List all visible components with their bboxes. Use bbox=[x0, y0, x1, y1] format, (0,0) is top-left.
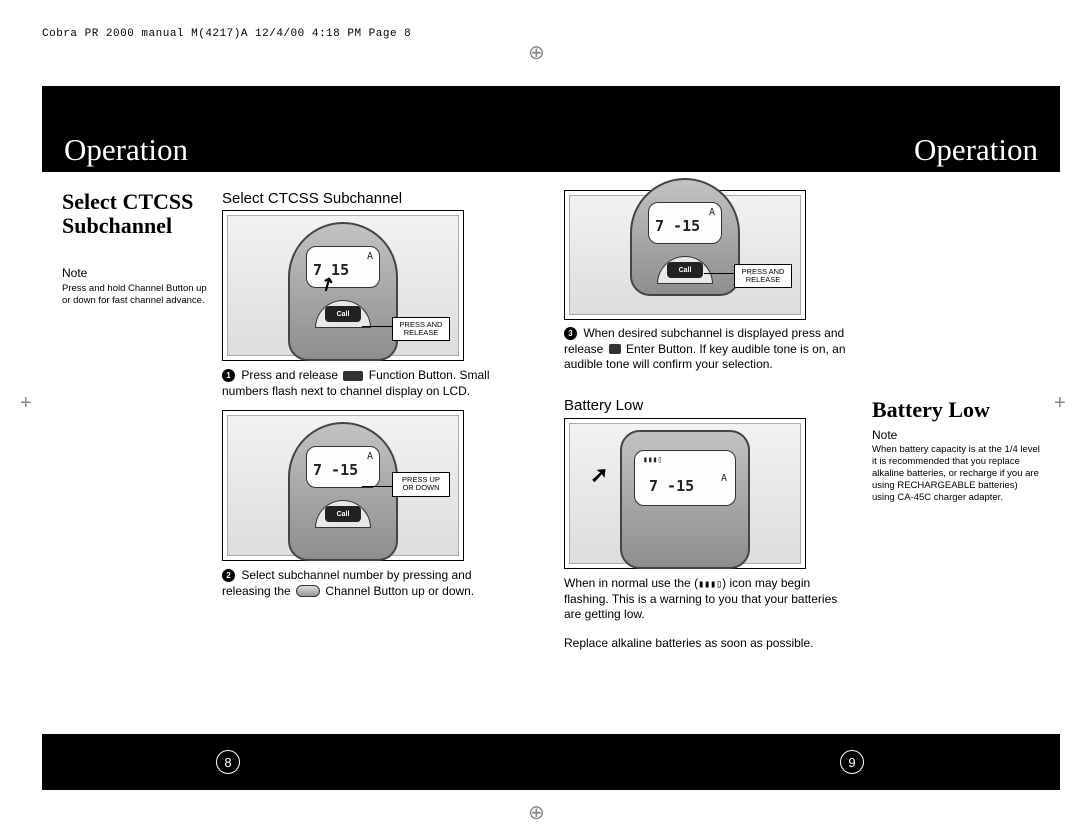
step-1-text: 1 Press and release Function Button. Sma… bbox=[222, 368, 504, 399]
radio-illustration: 7 -15 A Call bbox=[630, 178, 740, 296]
bullet-2-icon: 2 bbox=[222, 569, 235, 582]
bullet-3-icon: 3 bbox=[564, 327, 577, 340]
page-number-left: 8 bbox=[216, 750, 240, 774]
note-heading-left: Note bbox=[62, 266, 87, 280]
page-number-right: 9 bbox=[840, 750, 864, 774]
operation-title-left: Operation bbox=[64, 132, 188, 168]
black-band-top bbox=[42, 86, 1060, 128]
crop-mark-right: + bbox=[1054, 392, 1066, 415]
bullet-1-icon: 1 bbox=[222, 369, 235, 382]
divider bbox=[42, 127, 1060, 129]
figure-b1: 7 -15 A Call PRESS AND RELEASE bbox=[564, 190, 806, 320]
radio-illustration: 7 -15 A Call bbox=[288, 422, 398, 561]
battery-text-1: When in normal use the (▮▮▮▯) icon may b… bbox=[564, 576, 846, 623]
radio-illustration: ▮▮▮▯ 7 -15 A bbox=[620, 430, 750, 569]
step-2-text: 2 Select subchannel number by pressing a… bbox=[222, 568, 504, 599]
radio-illustration: 7 15 A ↗ Call bbox=[288, 222, 398, 361]
step-3-text: 3 When desired subchannel is displayed p… bbox=[564, 326, 846, 373]
crop-mark-bottom: ⊕ bbox=[528, 800, 545, 825]
note-text-left: Press and hold Channel Button up or down… bbox=[62, 283, 212, 307]
left-section-title: Select CTCSS Subchannel bbox=[62, 190, 202, 238]
channel-button-icon bbox=[296, 585, 320, 597]
crop-mark-left: + bbox=[20, 392, 32, 415]
figure-b2: ▮▮▮▯ 7 -15 A ➚ bbox=[564, 418, 806, 569]
col-a-heading: Select CTCSS Subchannel bbox=[222, 190, 402, 207]
right-section-title: Battery Low bbox=[872, 397, 990, 423]
figure-a1: 7 15 A ↗ Call PRESS AND RELEASE bbox=[222, 210, 464, 361]
print-header-strip: Cobra PR 2000 manual M(4217)A 12/4/00 4:… bbox=[42, 28, 411, 40]
arrow-diag-icon: ➚ bbox=[590, 462, 608, 488]
callout-press-updown: PRESS UP OR DOWN bbox=[392, 472, 450, 497]
black-band-bottom bbox=[42, 734, 1060, 790]
figure-a2: 7 -15 A Call PRESS UP OR DOWN bbox=[222, 410, 464, 561]
callout-press-release: PRESS AND RELEASE bbox=[392, 317, 450, 342]
operation-title-right: Operation bbox=[914, 132, 1038, 168]
callout-press-release-b: PRESS AND RELEASE bbox=[734, 264, 792, 289]
operation-title-bar: Operation Operation bbox=[42, 128, 1060, 172]
battery-text-2: Replace alkaline batteries as soon as po… bbox=[564, 636, 846, 652]
crop-mark-top: ⊕ bbox=[528, 40, 545, 65]
function-button-icon bbox=[343, 371, 363, 381]
note-text-right: When battery capacity is at the 1/4 leve… bbox=[872, 444, 1042, 503]
battery-low-heading: Battery Low bbox=[564, 397, 643, 414]
note-heading-right: Note bbox=[872, 428, 897, 442]
enter-button-icon bbox=[609, 344, 621, 354]
